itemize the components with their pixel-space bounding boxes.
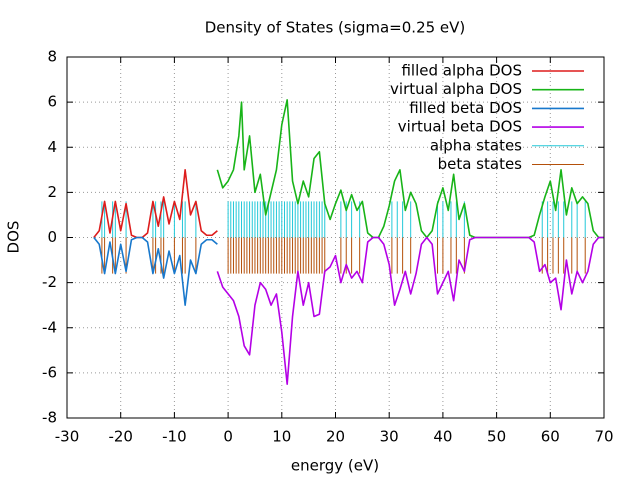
- y-tick-label: -2: [42, 273, 57, 291]
- dos-line: [216, 236, 604, 385]
- y-tick-label: 6: [47, 93, 57, 111]
- y-axis-label: DOS: [5, 221, 23, 254]
- plot-border: [66, 56, 605, 419]
- y-tick-label: -4: [42, 318, 57, 336]
- x-tick-label: 60: [541, 428, 560, 446]
- legend-label: filled beta DOS: [409, 99, 522, 117]
- dos-line: [93, 236, 218, 306]
- x-axis-label: energy (eV): [291, 457, 379, 475]
- dos-line: [216, 99, 604, 239]
- legend-label: alpha states: [430, 136, 522, 154]
- x-tick-label: -10: [162, 428, 187, 446]
- y-tick-label: 4: [47, 138, 57, 156]
- x-tick-label: 40: [433, 428, 452, 446]
- legend-label: filled alpha DOS: [401, 62, 522, 80]
- x-tick-label: 0: [223, 428, 233, 446]
- dos-line: [93, 169, 218, 239]
- legend-label: beta states: [438, 155, 523, 173]
- x-tick-label: -20: [108, 428, 133, 446]
- x-tick-label: 70: [594, 428, 613, 446]
- x-tick-label: -30: [55, 428, 80, 446]
- legend-label: virtual alpha DOS: [390, 80, 522, 98]
- x-tick-label: 20: [326, 428, 345, 446]
- y-tick-label: -6: [42, 363, 57, 381]
- x-tick-label: 30: [380, 428, 399, 446]
- y-tick-label: 2: [47, 183, 57, 201]
- legend-label: virtual beta DOS: [398, 118, 522, 136]
- x-tick-label: 10: [272, 428, 291, 446]
- y-tick-label: 8: [47, 48, 57, 66]
- y-tick-label: -8: [42, 409, 57, 427]
- chart-title: Density of States (sigma=0.25 eV): [205, 19, 466, 37]
- y-tick-label: 0: [47, 228, 57, 246]
- x-tick-label: 50: [487, 428, 506, 446]
